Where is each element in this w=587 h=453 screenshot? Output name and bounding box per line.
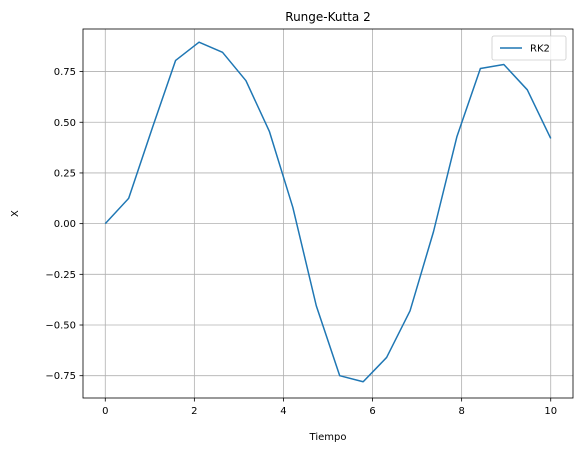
y-axis-ticks: −0.75 −0.50 −0.25 0.00 0.25 0.50 0.75 [45,67,83,382]
grid [83,29,573,398]
plot-area-frame [82,28,574,399]
x-tick-label: 4 [280,406,286,417]
y-axis-label: X [10,210,21,217]
x-tick-label: 2 [191,406,197,417]
x-axis-ticks: 0 2 4 6 8 10 [102,398,557,417]
y-tick-label: 0.75 [54,67,76,78]
x-tick-label: 8 [458,406,464,417]
y-tick-label: 0.50 [54,118,76,129]
x-tick-label: 6 [369,406,375,417]
series-layer [104,41,552,383]
chart-title: Runge-Kutta 2 [285,10,370,24]
y-tick-label: −0.75 [45,371,76,382]
y-tick-label: −0.50 [45,321,76,332]
x-tick-label: 10 [544,406,557,417]
y-tick-label: 0.25 [54,168,76,179]
y-tick-label: 0.00 [54,219,76,230]
x-tick-label: 0 [102,406,108,417]
y-tick-label: −0.25 [45,270,76,281]
series-line-rk2 [104,41,552,383]
legend: RK2 [491,35,567,61]
legend-label-rk2: RK2 [530,44,550,55]
x-axis-label: Tiempo [309,432,347,443]
legend-box [491,35,567,61]
